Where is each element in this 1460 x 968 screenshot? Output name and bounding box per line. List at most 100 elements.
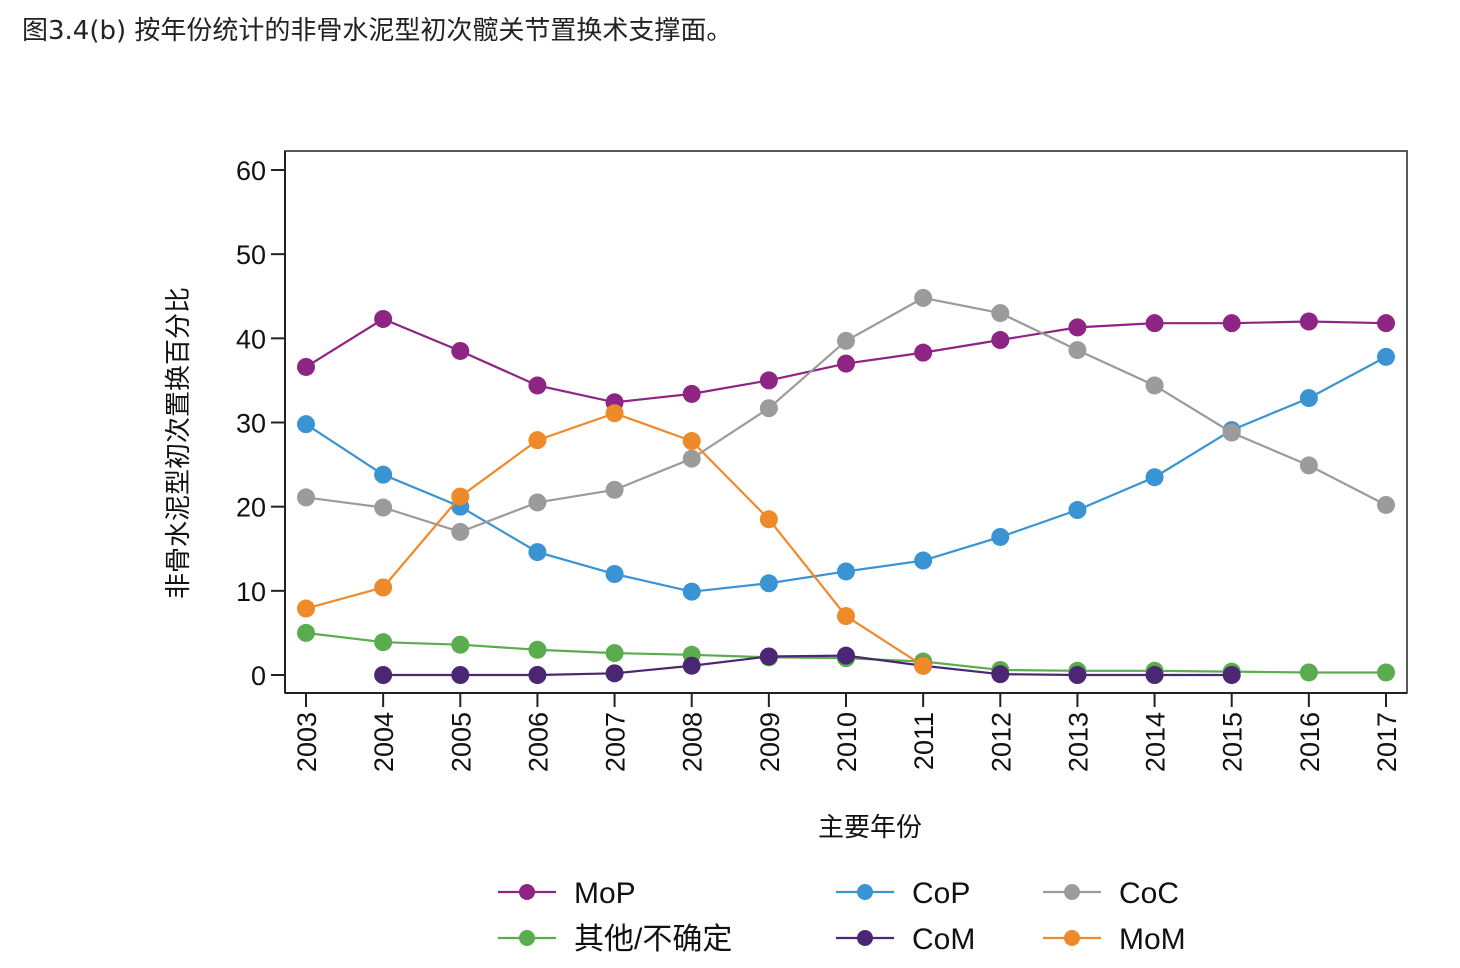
data-point: [374, 633, 393, 652]
data-point: [1068, 318, 1087, 337]
y-tick-label: 30: [236, 409, 266, 439]
data-point: [374, 465, 393, 484]
legend-item: CoC: [1043, 877, 1179, 910]
data-point: [759, 371, 778, 390]
x-tick-label: 2012: [986, 712, 1016, 772]
data-point: [605, 664, 624, 683]
x-tick-label: 2006: [523, 712, 553, 772]
legend-swatch-marker: [1064, 884, 1080, 900]
data-point: [1377, 663, 1395, 682]
data-point: [759, 574, 778, 593]
data-point: [837, 607, 855, 626]
data-point: [297, 357, 315, 376]
data-point: [605, 480, 624, 499]
x-axis-ticks: 2003 2004 2005 2006 2007 2008 2009 2010 2011 2012…: [292, 693, 1402, 772]
data-point: [528, 493, 547, 512]
x-tick-label: 2016: [1295, 712, 1325, 772]
data-point: [1222, 666, 1241, 684]
data-point: [914, 656, 933, 675]
legend-item: MoP: [498, 877, 636, 910]
x-tick-label: 2017: [1372, 712, 1402, 772]
series-2: [297, 288, 1395, 541]
data-point: [991, 665, 1010, 684]
data-point: [451, 341, 470, 360]
x-tick-label: 2013: [1063, 712, 1093, 772]
x-tick-label: 2008: [678, 712, 708, 772]
data-point: [451, 635, 470, 654]
data-point: [451, 522, 470, 541]
x-tick-label: 2011: [909, 712, 939, 770]
data-point: [682, 656, 701, 675]
data-point: [1222, 314, 1241, 333]
x-axis-title: 主要年份: [818, 813, 922, 843]
y-tick-label: 0: [251, 661, 266, 691]
figure-caption: 图3.4(b) 按年份统计的非骨水泥型初次髋关节置换术支撑面。: [22, 16, 733, 46]
legend-item: MoM: [1043, 923, 1186, 956]
data-point: [682, 582, 701, 601]
data-point: [1145, 376, 1164, 395]
series-line: [305, 412, 924, 667]
data-point: [528, 431, 547, 450]
data-point: [528, 376, 547, 395]
legend-swatch-marker: [857, 884, 873, 900]
data-point: [991, 304, 1010, 323]
y-tick-label: 40: [236, 324, 266, 354]
x-tick-label: 2009: [755, 712, 785, 772]
legend-swatch-marker: [519, 884, 535, 900]
y-axis-title: 非骨水泥型初次置换百分比: [164, 287, 194, 599]
data-point: [1145, 314, 1164, 333]
data-point: [1068, 501, 1087, 520]
legend-swatch-marker: [1064, 930, 1080, 946]
data-point: [914, 343, 933, 362]
data-point: [1145, 468, 1164, 487]
series-line: [383, 654, 1232, 677]
legend-item: 其他/不确定: [498, 923, 732, 956]
legend-label: CoM: [912, 923, 975, 956]
series-5: [297, 404, 933, 675]
data-point: [682, 384, 701, 403]
legend-swatch-marker: [519, 930, 535, 946]
data-point: [1068, 341, 1087, 360]
data-point: [297, 623, 315, 642]
data-point: [1222, 423, 1241, 442]
series-line: [305, 355, 1387, 593]
data-point: [1377, 347, 1395, 366]
x-tick-label: 2014: [1141, 712, 1171, 772]
data-point: [914, 551, 933, 570]
data-point: [759, 510, 778, 529]
data-point: [528, 543, 547, 562]
data-point: [837, 562, 855, 581]
data-point: [837, 354, 855, 373]
data-point: [605, 644, 624, 663]
data-point: [451, 666, 470, 684]
y-axis-ticks: 0 10 20 30 40 50 60: [236, 156, 285, 691]
data-point: [1377, 495, 1395, 514]
x-tick-label: 2007: [601, 712, 631, 772]
data-point: [1145, 666, 1164, 684]
data-point: [297, 488, 315, 507]
data-point: [1299, 663, 1318, 682]
x-tick-label: 2015: [1218, 712, 1248, 772]
legend-swatch-marker: [857, 930, 873, 946]
data-point: [682, 432, 701, 451]
data-point: [451, 487, 470, 506]
series-0: [297, 309, 1395, 412]
data-point: [297, 415, 315, 434]
data-point: [605, 565, 624, 583]
y-tick-label: 50: [236, 240, 266, 270]
data-point: [914, 288, 933, 307]
legend-label: 其他/不确定: [574, 923, 732, 956]
data-point: [837, 646, 855, 665]
series-4: [374, 646, 1241, 684]
data-point: [991, 527, 1010, 546]
data-point: [374, 309, 393, 328]
data-point: [528, 666, 547, 684]
data-point: [374, 666, 393, 684]
x-tick-label: 2003: [292, 712, 322, 772]
legend-item: CoM: [836, 923, 975, 956]
data-point: [1299, 389, 1318, 408]
series-layer: [297, 288, 1395, 684]
legend-label: CoP: [912, 877, 970, 910]
data-point: [1299, 312, 1318, 331]
